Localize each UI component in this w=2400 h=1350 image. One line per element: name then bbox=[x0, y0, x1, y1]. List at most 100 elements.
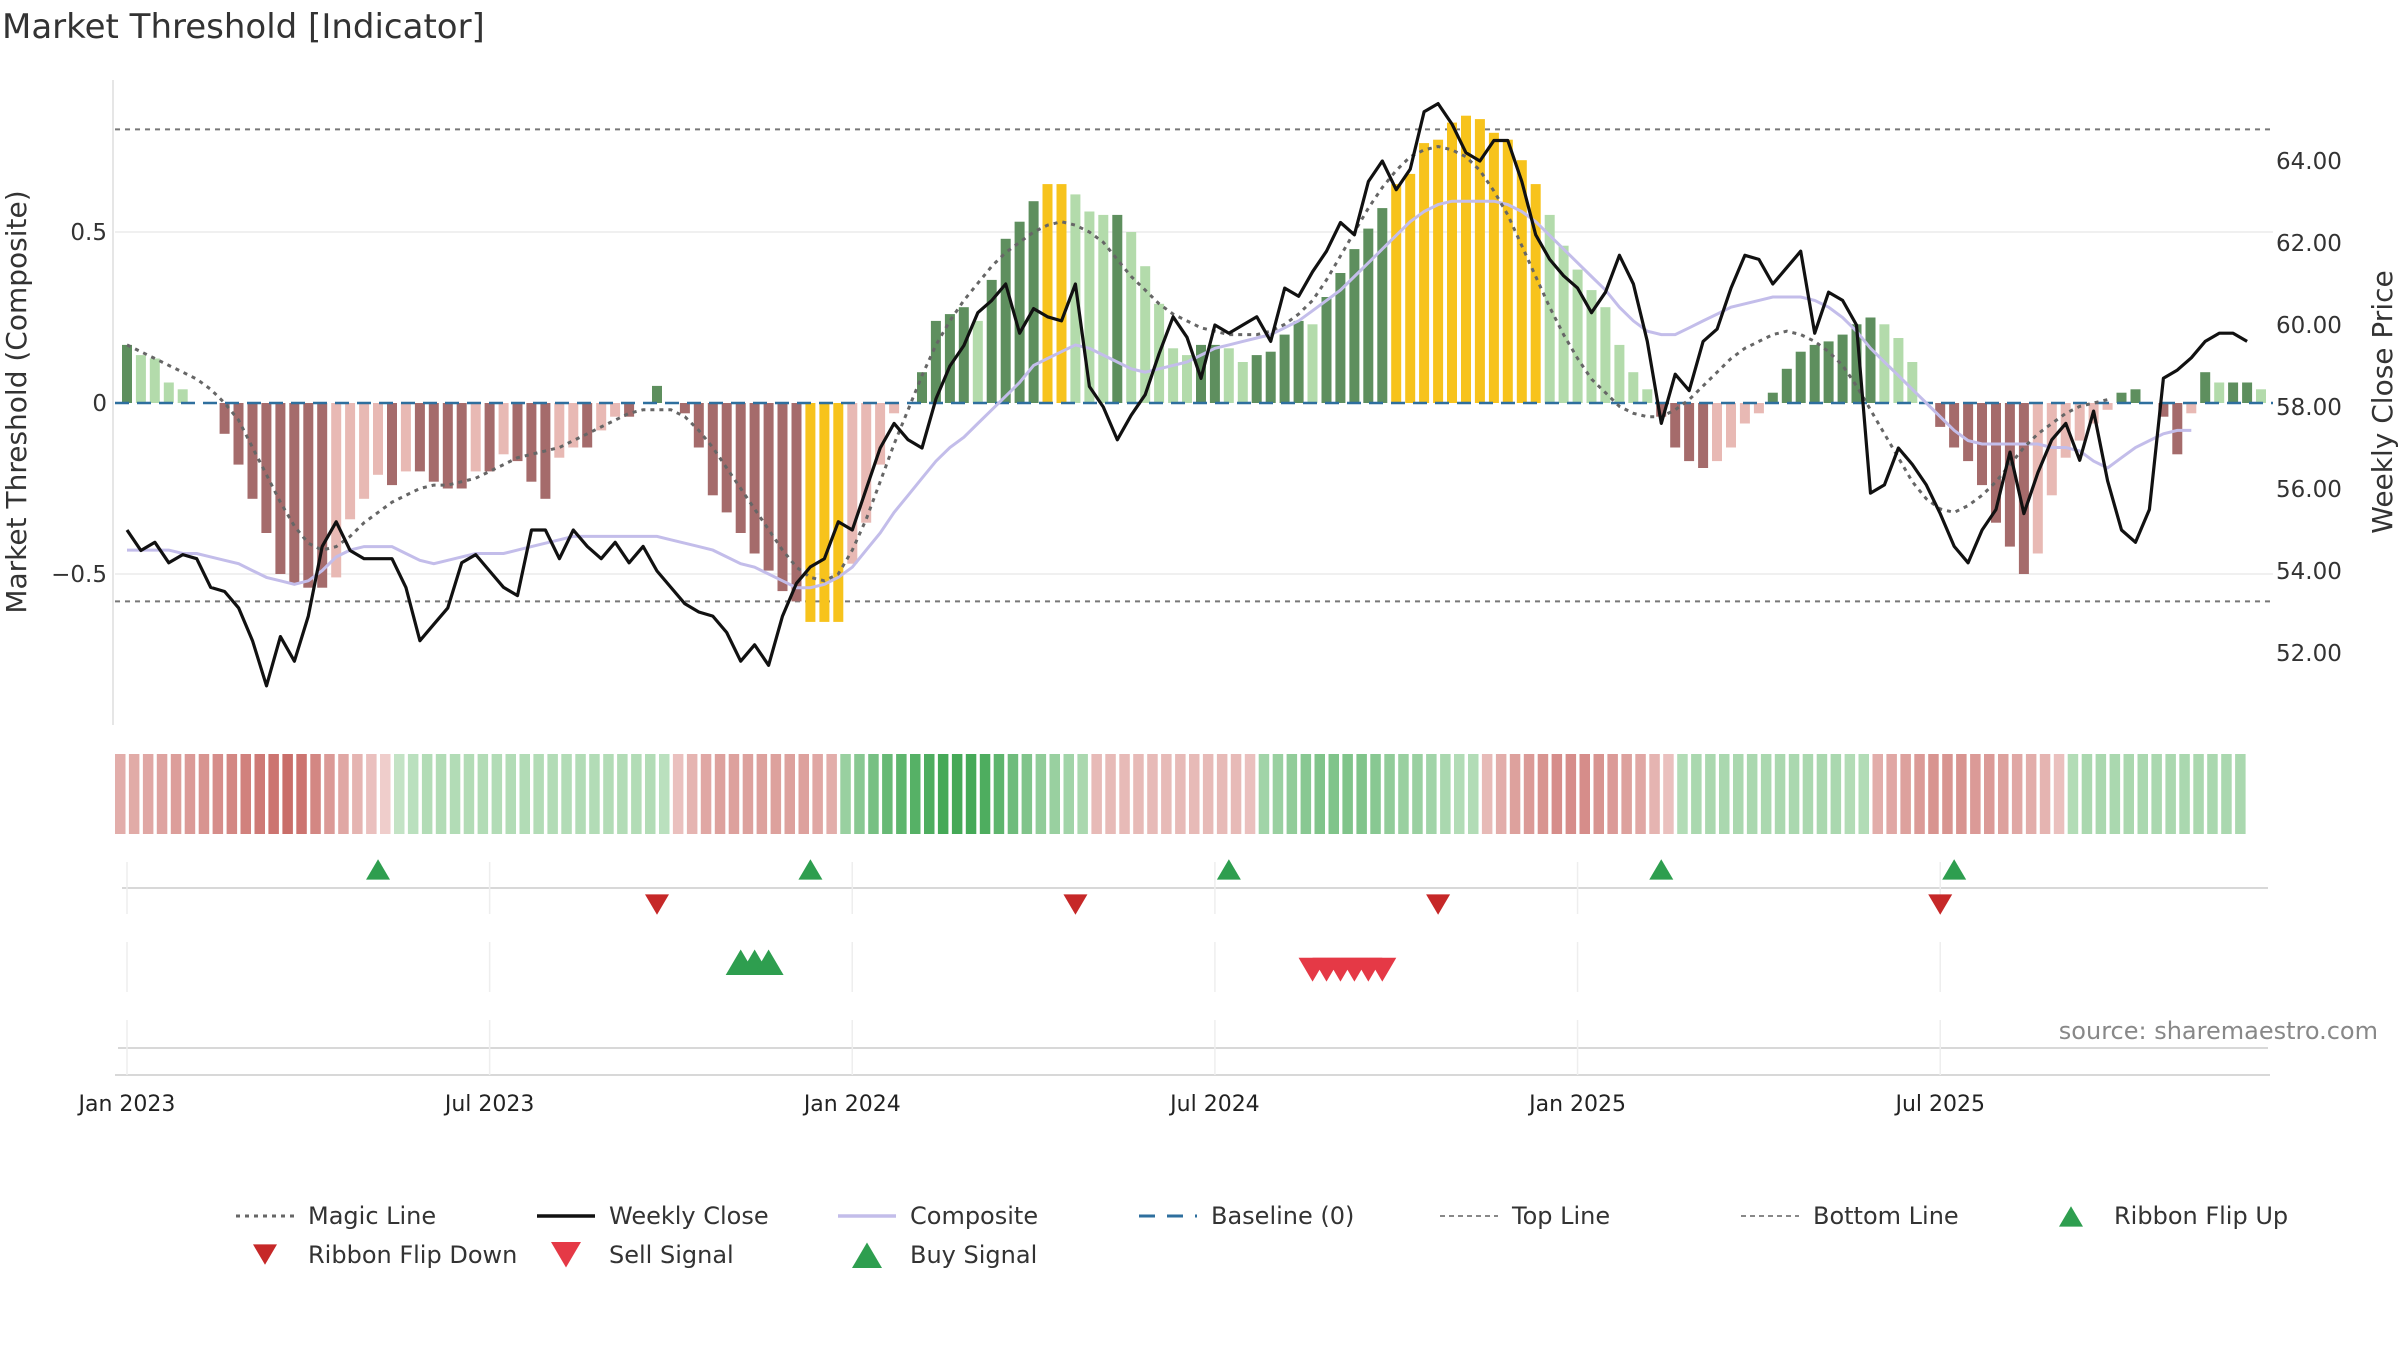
ribbon-cell bbox=[2053, 754, 2065, 834]
histogram-bar bbox=[275, 403, 286, 574]
histogram-bar bbox=[177, 389, 188, 403]
left-axis-title: Market Threshold (Composite) bbox=[0, 190, 33, 613]
histogram-bar bbox=[1042, 184, 1053, 403]
legend-label: Bottom Line bbox=[1813, 1202, 1959, 1230]
histogram-bar bbox=[2060, 403, 2071, 458]
ribbon-cell bbox=[463, 754, 475, 834]
histogram-bar bbox=[568, 403, 579, 448]
buy-signal-marker bbox=[753, 949, 784, 975]
ribbon-cell bbox=[1886, 754, 1897, 834]
histogram-bar bbox=[763, 403, 774, 571]
histogram-bar bbox=[2032, 403, 2043, 554]
legend-item: Composite bbox=[838, 1202, 1038, 1230]
ribbon-cell bbox=[170, 754, 182, 834]
ribbon-strip bbox=[115, 754, 2246, 834]
histogram-bar bbox=[1070, 194, 1081, 403]
chart-title: Market Threshold [Indicator] bbox=[2, 7, 485, 47]
ribbon-cell bbox=[979, 754, 991, 834]
ribbon-flip-up-marker bbox=[1942, 859, 1967, 880]
histogram-bar bbox=[2074, 403, 2085, 441]
right-axis-title: Weekly Close Price bbox=[2366, 270, 2399, 533]
ribbon-cell bbox=[1189, 754, 1200, 834]
ribbon-cell bbox=[965, 754, 977, 834]
histogram-bar bbox=[1767, 392, 1778, 403]
histogram-bar bbox=[289, 403, 300, 585]
right-tick-label: 52.00 bbox=[2276, 641, 2342, 667]
ribbon-cell bbox=[2109, 754, 2121, 834]
histogram-bar bbox=[735, 403, 746, 533]
histogram-bar bbox=[1656, 403, 1667, 417]
ribbon-cell bbox=[1788, 754, 1800, 834]
ribbon-cell bbox=[212, 754, 224, 834]
histogram-bar bbox=[1182, 355, 1192, 403]
ribbon-cell bbox=[1746, 754, 1758, 834]
histogram-bar bbox=[2242, 382, 2253, 403]
histogram-bar bbox=[2228, 382, 2239, 403]
ribbon-cell bbox=[1007, 754, 1019, 834]
date-tick-label: Jul 2025 bbox=[1893, 1092, 1985, 1117]
ribbon-cell bbox=[1105, 754, 1116, 834]
ribbon-cell bbox=[1398, 754, 1409, 834]
ribbon-cell bbox=[1565, 754, 1577, 834]
legend-swatch bbox=[2059, 1206, 2083, 1227]
histogram-bar bbox=[2256, 389, 2266, 403]
ribbon-cell bbox=[826, 754, 837, 834]
histogram-bar bbox=[1558, 245, 1569, 403]
histogram-bar bbox=[428, 403, 439, 482]
histogram-bar bbox=[1781, 368, 1792, 403]
ribbon-cell bbox=[1091, 754, 1102, 834]
histogram-bar bbox=[1251, 355, 1262, 403]
legend-label: Magic Line bbox=[308, 1202, 436, 1230]
ribbon-cell bbox=[254, 754, 265, 834]
histogram-bar bbox=[1461, 115, 1471, 403]
signal-panels: Jan 2023 Jul 2023 Jan 2024 Jul 2024 Jan 2025… bbox=[77, 859, 2378, 1117]
ribbon-cell bbox=[617, 754, 628, 834]
ribbon-cell bbox=[1119, 754, 1130, 834]
ribbon-cell bbox=[1900, 754, 1911, 834]
ribbon-cell bbox=[156, 754, 168, 834]
date-tick-label: Jul 2024 bbox=[1168, 1092, 1260, 1117]
ribbon-cell bbox=[505, 754, 516, 834]
histogram-bar bbox=[1795, 351, 1806, 403]
source-credit: source: sharemaestro.com bbox=[2059, 1017, 2378, 1045]
histogram-bar bbox=[400, 403, 411, 472]
histogram-bar bbox=[1600, 307, 1611, 403]
histogram-bar bbox=[1126, 232, 1137, 403]
legend-item: Ribbon Flip Down bbox=[253, 1241, 517, 1269]
ribbon-cell bbox=[533, 754, 544, 834]
histogram-bar bbox=[1168, 348, 1179, 403]
ribbon-cell bbox=[1412, 754, 1423, 834]
ribbon-cell bbox=[1133, 754, 1144, 834]
ribbon-cell bbox=[1370, 754, 1381, 834]
ribbon-cell bbox=[2165, 754, 2176, 834]
histogram-bar bbox=[2102, 403, 2113, 410]
ribbon-cell bbox=[561, 754, 572, 834]
ribbon-cell bbox=[603, 754, 614, 834]
histogram-bar bbox=[2018, 403, 2029, 574]
ribbon-flip-up-marker bbox=[366, 859, 391, 880]
legend-item: Sell Signal bbox=[551, 1241, 734, 1269]
histogram-bar bbox=[149, 358, 160, 403]
histogram-bar bbox=[1000, 238, 1011, 403]
legend-label: Composite bbox=[910, 1202, 1038, 1230]
ribbon-cell bbox=[240, 754, 251, 834]
ribbon-flip-down-marker bbox=[1928, 894, 1953, 915]
ribbon-cell bbox=[407, 754, 419, 834]
histogram-bar bbox=[1209, 344, 1220, 403]
histogram-bar bbox=[359, 403, 370, 499]
ribbon-cell bbox=[882, 754, 893, 834]
ribbon-cell bbox=[1914, 754, 1925, 834]
ribbon-cell bbox=[1342, 754, 1353, 834]
ribbon-flip-down-marker bbox=[1426, 894, 1451, 915]
histogram-bar bbox=[805, 403, 816, 622]
right-tick-label: 64.00 bbox=[2276, 149, 2342, 175]
ribbon-cell bbox=[714, 754, 726, 834]
legend-label: Baseline (0) bbox=[1211, 1202, 1354, 1230]
ribbon-cell bbox=[449, 754, 461, 834]
ribbon-cell bbox=[1844, 754, 1856, 834]
histogram-bar bbox=[261, 403, 272, 533]
ribbon-cell bbox=[2081, 754, 2093, 834]
histogram-bar bbox=[1893, 338, 1904, 403]
ribbon-cell bbox=[1454, 754, 1465, 834]
histogram-bar bbox=[1433, 139, 1444, 403]
